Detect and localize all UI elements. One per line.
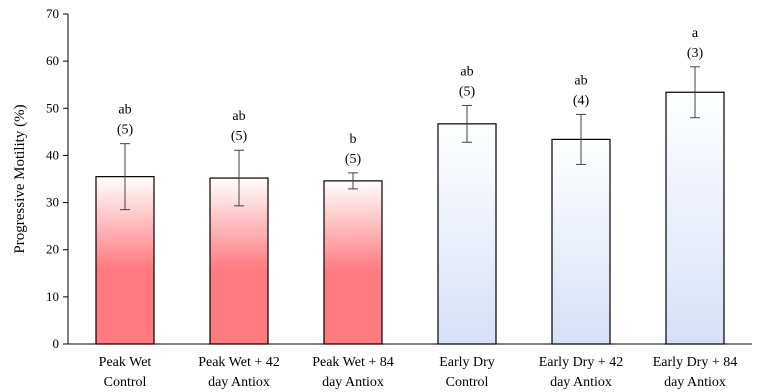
axes: 0 10 20 30 40 50 60 70	[46, 6, 752, 351]
sample-size-label: (5)	[117, 123, 134, 138]
x-tick-label: Peak Wet	[99, 355, 152, 370]
y-tick-label: 0	[53, 336, 60, 351]
sample-size-label: (5)	[459, 84, 476, 99]
bar	[323, 180, 383, 345]
y-tick-label: 30	[46, 195, 59, 210]
bar	[437, 123, 497, 345]
x-tick-label: Peak Wet + 42	[198, 355, 280, 370]
sample-size-label: (4)	[573, 93, 590, 108]
x-tick-label: day Antiox	[208, 375, 270, 390]
x-tick-label: Early Dry	[439, 355, 495, 370]
x-tick-label: Peak Wet + 84	[312, 355, 394, 370]
y-tick-label: 60	[46, 53, 59, 68]
significance-letter: b	[350, 132, 357, 147]
bars	[95, 66, 725, 345]
x-tick-label: day Antiox	[322, 375, 384, 390]
x-tick-label: Control	[104, 375, 147, 390]
significance-letter: ab	[574, 73, 587, 88]
significance-letter: a	[692, 26, 699, 41]
x-tick-label: day Antiox	[664, 375, 726, 390]
y-tick-label: 20	[46, 242, 59, 257]
x-tick-label: Control	[446, 375, 489, 390]
sample-size-label: (3)	[687, 46, 704, 61]
significance-letter: ab	[460, 64, 473, 79]
y-tick-label: 50	[46, 100, 59, 115]
sample-size-label: (5)	[231, 129, 248, 144]
y-axis-label: Progressive Motility (%)	[12, 104, 28, 253]
significance-letter: ab	[118, 103, 131, 118]
sample-size-label: (5)	[345, 152, 362, 167]
x-tick-label: Early Dry + 42	[539, 355, 624, 370]
y-tick-label: 10	[46, 289, 59, 304]
x-tick-label: day Antiox	[550, 375, 612, 390]
bar	[551, 138, 611, 345]
bar	[665, 91, 725, 345]
y-tick-label: 40	[46, 147, 59, 162]
x-tick-label: Early Dry + 84	[653, 355, 738, 370]
y-tick-label: 70	[46, 6, 59, 21]
significance-letter: ab	[232, 109, 245, 124]
